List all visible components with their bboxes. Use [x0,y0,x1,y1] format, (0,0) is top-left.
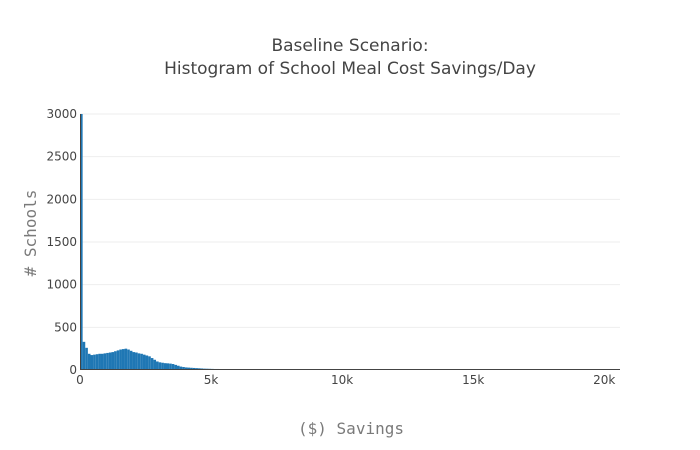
y-tick-label: 2500 [46,150,77,164]
histogram-bar [179,366,183,370]
histogram-bar [137,353,141,370]
histogram-bar [85,347,88,370]
histogram-bar [166,363,170,370]
chart-title-line-1: Baseline Scenario: [271,36,428,56]
histogram-bar [87,353,91,370]
y-tick-label: 2000 [46,192,77,206]
histogram-bar [171,364,175,370]
histogram-bar [169,363,172,370]
histogram-bar [95,354,99,370]
histogram-bar [119,349,122,370]
histogram-bar [156,361,159,370]
y-tick-label: 1000 [46,278,77,292]
histogram-bar [145,355,149,370]
x-tick-label: 5k [204,373,219,387]
histogram-bar [129,350,133,370]
histogram-bar [121,349,125,370]
x-axis-title: ($) Savings [298,419,404,438]
histogram-bar [184,367,188,370]
histogram-bar [190,367,193,370]
x-tick-labels: 0 5k 10k 15k 20k [76,373,615,387]
histogram-bar [124,348,128,370]
histogram-bar [132,352,136,370]
histogram-bar [187,367,191,370]
histogram-bar [161,362,164,370]
histogram-bar [142,354,146,370]
x-tick-label: 15k [462,373,484,387]
y-tick-label: 1500 [46,235,77,249]
x-tick-label: 0 [76,373,84,387]
y-gridlines [80,113,620,328]
histogram-bar [82,341,86,370]
histogram-bar [163,363,167,370]
histogram-bar [135,352,138,370]
histogram-bar [90,355,94,370]
histogram-bar [93,354,96,370]
histogram-bar [182,367,185,370]
histogram-bar [106,352,109,370]
histogram-bar [80,114,83,370]
histogram-bar [108,352,112,370]
histogram-bar [116,350,120,370]
histogram-bar [98,353,101,370]
y-tick-labels: 0 500 1000 1500 2000 2500 3000 [46,107,77,377]
y-axis-title: # Schools [21,190,40,277]
histogram-bar [127,349,130,370]
histogram-bar [158,362,162,370]
histogram-bar [111,352,115,370]
y-tick-label: 0 [69,363,77,377]
histogram-bar [114,351,117,370]
histogram-bar [150,358,154,370]
y-tick-label: 3000 [46,107,77,121]
chart-title-line-2: Histogram of School Meal Cost Savings/Da… [164,59,536,79]
y-tick-label: 500 [54,320,77,334]
x-tick-label: 10k [331,373,353,387]
histogram-bar [103,353,107,370]
histogram-bar [140,353,143,370]
histogram-bar [174,364,177,370]
histogram-bar [153,359,157,370]
x-tick-label: 20k [593,373,615,387]
histogram-bar [192,367,196,370]
histogram-bar [148,356,151,370]
histogram-bar [100,353,104,370]
histogram-bar [176,365,180,370]
